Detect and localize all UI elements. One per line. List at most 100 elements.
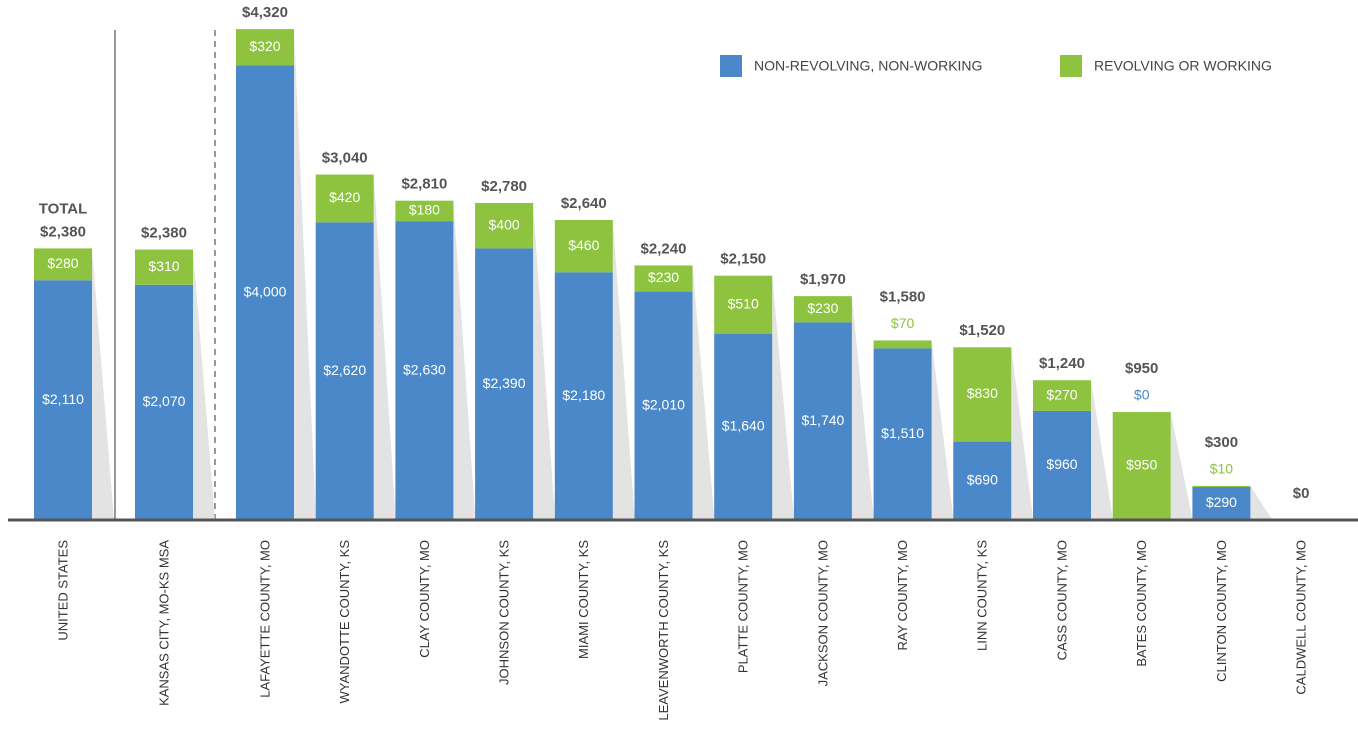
value-label: $1,740 (801, 412, 844, 428)
total-label: $950 (1125, 360, 1158, 377)
bar-segment (714, 275, 773, 334)
bar-segment (34, 248, 92, 281)
legend-label: NON-REVOLVING, NON-WORKING (754, 58, 982, 74)
bar-segment (873, 348, 932, 520)
bar-segment (315, 174, 374, 223)
value-label: $950 (1126, 457, 1157, 473)
total-label: $2,380 (141, 225, 187, 242)
value-label: $420 (329, 189, 360, 205)
total-label: $1,520 (959, 322, 1005, 339)
bar-shadow (92, 248, 114, 520)
value-label: $2,010 (642, 396, 685, 412)
value-label: $2,620 (323, 362, 366, 378)
total-label: $0 (1293, 485, 1310, 502)
bar-shadow (1091, 380, 1113, 520)
x-tick-label: LAFAYETTE COUNTY, MO (257, 540, 272, 698)
value-label: $1,510 (881, 425, 924, 441)
x-tick-label: LEAVENWORTH COUNTY, KS (656, 540, 671, 721)
x-tick-label: MIAMI COUNTY, KS (576, 540, 591, 659)
bar-shadow (533, 202, 556, 521)
x-tick-label: RAY COUNTY, MO (895, 540, 910, 651)
bar-segment (135, 249, 193, 285)
x-tick-label: CASS COUNTY, MO (1054, 540, 1069, 660)
value-label: $290 (1206, 494, 1237, 510)
total-label: $2,380 (40, 223, 86, 240)
value-label: $510 (728, 295, 759, 311)
value-label: $1,640 (722, 418, 765, 434)
x-tick-label: UNITED STATES (55, 540, 70, 641)
bar-shadow (1250, 485, 1273, 520)
value-label: $320 (249, 38, 280, 54)
bar-shadow (294, 29, 316, 520)
value-label: $280 (47, 255, 78, 271)
bar-segment (554, 220, 613, 273)
bars (34, 29, 1251, 521)
x-tick-label: KANSAS CITY, MO-KS MSA (156, 540, 171, 706)
bar-segment (953, 441, 1012, 520)
value-label: $310 (148, 258, 179, 274)
value-label: $2,630 (403, 361, 446, 377)
bar-shadow (1011, 347, 1034, 520)
value-label: $2,390 (483, 375, 526, 391)
bar-shadow (692, 265, 715, 520)
bar-shadow (612, 220, 635, 520)
x-tick-label: CLAY COUNTY, MO (417, 540, 432, 658)
bar-shadow (772, 275, 795, 520)
bar-segment (475, 248, 534, 520)
x-tick-label: PLATTE COUNTY, MO (736, 540, 751, 673)
value-label: $180 (409, 202, 440, 218)
value-label: $2,110 (42, 391, 84, 407)
legend-swatch (1060, 55, 1082, 77)
value-label: $2,180 (562, 387, 605, 403)
bar-segment (634, 265, 693, 292)
bar-segment (135, 284, 193, 520)
total-label: $1,580 (880, 288, 926, 305)
bar-shadow (373, 174, 396, 520)
total-caption: TOTAL (39, 200, 88, 217)
bar-segment (1033, 380, 1091, 411)
bar-shadow (1170, 412, 1193, 520)
x-tick-label: LINN COUNTY, KS (975, 540, 990, 651)
value-label: $230 (648, 269, 679, 285)
bar-segment (236, 29, 294, 66)
total-label: $300 (1205, 434, 1238, 451)
value-label: $960 (1046, 456, 1077, 472)
bar-segment (395, 200, 454, 222)
bar-segment (873, 340, 932, 349)
labels: $2,110 $280 $2,380 TOTAL $2,070 $310 $2,380 $4,… (39, 4, 1310, 510)
bar-segment (1112, 412, 1171, 520)
bar-shadow (851, 296, 874, 520)
x-tick-label: CALDWELL COUNTY, MO (1294, 540, 1309, 695)
legend-swatch (720, 55, 742, 77)
value-label: $400 (489, 216, 520, 232)
total-label: $2,780 (481, 178, 527, 195)
value-label: $230 (807, 300, 838, 316)
value-label: $4,000 (244, 283, 287, 299)
bar-segment (315, 222, 374, 521)
x-tick-label: JACKSON COUNTY, MO (815, 540, 830, 686)
bar-segment (793, 296, 852, 323)
value-label: $830 (967, 385, 998, 401)
bar-segment (714, 333, 773, 520)
value-label: $70 (891, 315, 915, 331)
total-label: $2,150 (720, 251, 766, 268)
x-tick-label: JOHNSON COUNTY, KS (497, 540, 512, 685)
total-label: $1,240 (1039, 355, 1085, 372)
value-label: $2,070 (143, 393, 186, 409)
x-tick-label: WYANDOTTE COUNTY, KS (337, 540, 352, 704)
bar-segment (1192, 487, 1251, 520)
bar-segment (953, 347, 1012, 442)
total-label: $2,810 (401, 176, 447, 193)
bar-segment (1192, 485, 1251, 488)
x-tick-label: BATES COUNTY, MO (1134, 540, 1149, 667)
bar-shadow (453, 200, 476, 520)
value-label: $10 (1210, 461, 1234, 477)
bar-shadow (193, 249, 215, 520)
bar-segment (554, 272, 613, 520)
legend-label: REVOLVING OR WORKING (1094, 58, 1272, 74)
value-label: $270 (1046, 386, 1077, 402)
total-label: $3,040 (322, 150, 368, 167)
bar-segment (1033, 410, 1091, 520)
bar-segment (236, 65, 294, 521)
